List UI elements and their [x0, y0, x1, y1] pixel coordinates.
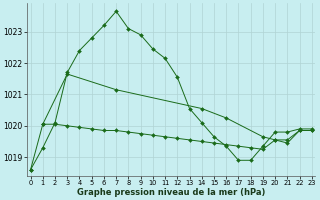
X-axis label: Graphe pression niveau de la mer (hPa): Graphe pression niveau de la mer (hPa) [77, 188, 265, 197]
